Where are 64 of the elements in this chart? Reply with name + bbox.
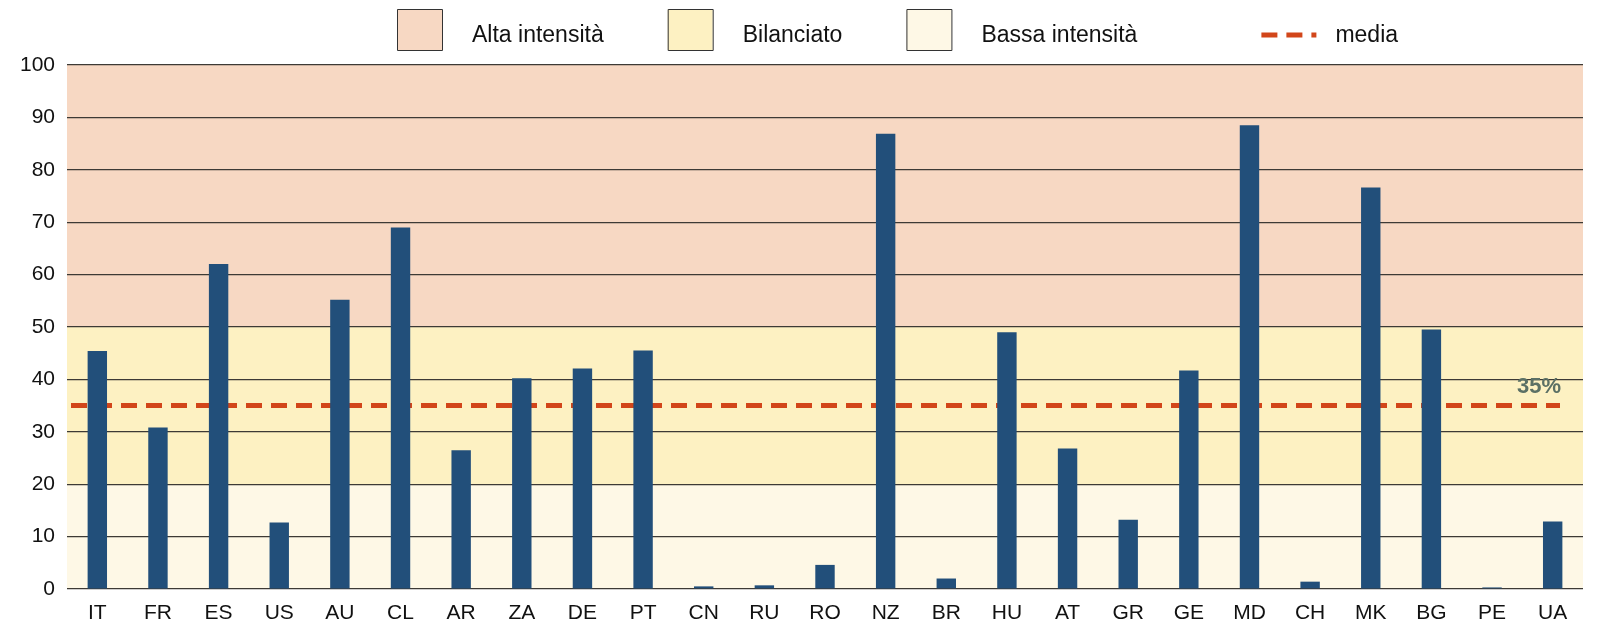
- bar: [633, 350, 653, 589]
- x-tick-label: UA: [1538, 600, 1568, 624]
- x-tick-label: AU: [325, 600, 355, 624]
- y-tick-label: 20: [31, 471, 55, 494]
- bar: [148, 427, 168, 589]
- bar: [1361, 187, 1381, 589]
- bar: [208, 264, 229, 589]
- legend-label: Bilanciato: [742, 21, 843, 48]
- x-tick-label: IT: [87, 600, 107, 624]
- y-tick-label: 80: [31, 156, 55, 180]
- x-tick-label: NZ: [871, 600, 900, 624]
- bar: [330, 299, 350, 589]
- x-tick-label: AR: [446, 600, 476, 624]
- x-tick-label: BR: [931, 600, 961, 624]
- bar: [754, 585, 775, 589]
- bar: [87, 351, 108, 589]
- x-tick-label: DE: [567, 600, 598, 624]
- y-tick-label: 100: [19, 51, 55, 75]
- x-tick-label: RO: [809, 600, 841, 624]
- bar: [1118, 519, 1138, 589]
- x-tick-label: PE: [1478, 600, 1507, 624]
- bar: [997, 332, 1017, 589]
- bar: [269, 522, 289, 589]
- x-tick-label: CH: [1294, 600, 1326, 624]
- legend-label: Alta intensità: [472, 21, 604, 48]
- y-tick-label: 30: [31, 418, 55, 442]
- bar: [815, 564, 835, 589]
- annotation: 35%: [1516, 372, 1561, 398]
- bar: [1421, 329, 1442, 589]
- x-tick-label: CN: [688, 600, 719, 624]
- y-tick-label: 50: [31, 313, 55, 337]
- x-tick-label: MK: [1355, 600, 1387, 624]
- x-tick-label: GR: [1112, 600, 1144, 624]
- bar: [694, 586, 714, 589]
- y-tick-label: 0: [43, 575, 55, 599]
- bar: [572, 368, 593, 589]
- bar: [390, 227, 411, 589]
- x-tick-label: ES: [204, 600, 233, 624]
- x-tick-label: FR: [143, 600, 172, 624]
- x-tick-label: MD: [1233, 600, 1266, 624]
- legend-label: Bassa intensità: [981, 21, 1138, 48]
- x-tick-label: US: [264, 600, 294, 624]
- x-tick-label: CL: [387, 600, 414, 624]
- y-tick-label: 90: [31, 104, 55, 128]
- bar: [1057, 448, 1078, 589]
- legend-label: media: [1335, 21, 1399, 48]
- y-tick-label: 40: [31, 366, 55, 390]
- y-tick-label: 60: [31, 261, 55, 285]
- x-tick-label: AT: [1054, 600, 1081, 624]
- x-tick-label: GE: [1173, 600, 1205, 624]
- bar: [1179, 370, 1199, 589]
- x-tick-label: ZA: [508, 600, 536, 624]
- bar: [1300, 581, 1320, 589]
- y-tick-label: 10: [31, 523, 55, 547]
- bar: [451, 450, 471, 589]
- bar: [1542, 521, 1563, 589]
- bar: [1239, 125, 1260, 589]
- x-tick-label: BG: [1416, 600, 1447, 624]
- y-tick-label: 70: [31, 209, 55, 232]
- bar: [875, 133, 896, 589]
- x-tick-label: PT: [629, 600, 657, 624]
- x-tick-label: RU: [749, 600, 780, 624]
- x-tick-label: HU: [991, 600, 1023, 624]
- bar: [512, 378, 532, 589]
